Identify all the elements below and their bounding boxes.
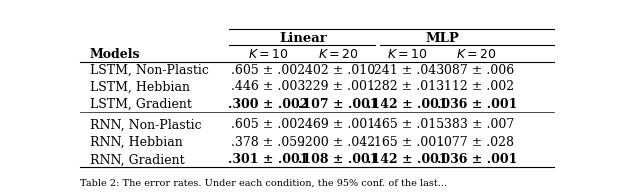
Text: .112 ± .002: .112 ± .002 xyxy=(440,80,514,93)
Text: .108 ± .001: .108 ± .001 xyxy=(298,153,378,166)
Text: .605 ± .002: .605 ± .002 xyxy=(232,64,305,77)
Text: Models: Models xyxy=(90,48,140,61)
Text: .378 ± .059: .378 ± .059 xyxy=(232,136,305,149)
Text: RNN, Gradient: RNN, Gradient xyxy=(90,153,184,166)
Text: .469 ± .001: .469 ± .001 xyxy=(301,118,375,131)
Text: LSTM, Non-Plastic: LSTM, Non-Plastic xyxy=(90,64,209,77)
Text: .605 ± .002: .605 ± .002 xyxy=(232,118,305,131)
Text: .087 ± .006: .087 ± .006 xyxy=(440,64,514,77)
Text: .446 ± .003: .446 ± .003 xyxy=(231,80,306,93)
Text: MLP: MLP xyxy=(425,32,459,45)
Text: .142 ± .001: .142 ± .001 xyxy=(367,98,447,111)
Text: .200 ± .042: .200 ± .042 xyxy=(301,136,375,149)
Text: Table 2: The error rates. Under each condition, the 95% conf. of the last...: Table 2: The error rates. Under each con… xyxy=(80,179,447,188)
Text: LSTM, Hebbian: LSTM, Hebbian xyxy=(90,80,190,93)
Text: .402 ± .010: .402 ± .010 xyxy=(301,64,375,77)
Text: .241 ± .043: .241 ± .043 xyxy=(370,64,445,77)
Text: .282 ± .013: .282 ± .013 xyxy=(371,80,444,93)
Text: RNN, Non-Plastic: RNN, Non-Plastic xyxy=(90,118,202,131)
Text: Linear: Linear xyxy=(279,32,327,45)
Text: .301 ± .001: .301 ± .001 xyxy=(228,153,308,166)
Text: $K = 20$: $K = 20$ xyxy=(456,48,497,61)
Text: .077 ± .028: .077 ± .028 xyxy=(440,136,514,149)
Text: .465 ± .015: .465 ± .015 xyxy=(371,118,444,131)
Text: RNN, Hebbian: RNN, Hebbian xyxy=(90,136,182,149)
Text: LSTM, Gradient: LSTM, Gradient xyxy=(90,98,192,111)
Text: $K = 10$: $K = 10$ xyxy=(387,48,428,61)
Text: $K = 10$: $K = 10$ xyxy=(248,48,289,61)
Text: .036 ± .001: .036 ± .001 xyxy=(436,98,517,111)
Text: .300 ± .002: .300 ± .002 xyxy=(228,98,308,111)
Text: .383 ± .007: .383 ± .007 xyxy=(440,118,514,131)
Text: .229 ± .001: .229 ± .001 xyxy=(301,80,375,93)
Text: .165 ± .001: .165 ± .001 xyxy=(370,136,445,149)
Text: .142 ± .001: .142 ± .001 xyxy=(367,153,447,166)
Text: .107 ± .001: .107 ± .001 xyxy=(298,98,378,111)
Text: $K = 20$: $K = 20$ xyxy=(317,48,358,61)
Text: .036 ± .001: .036 ± .001 xyxy=(436,153,517,166)
